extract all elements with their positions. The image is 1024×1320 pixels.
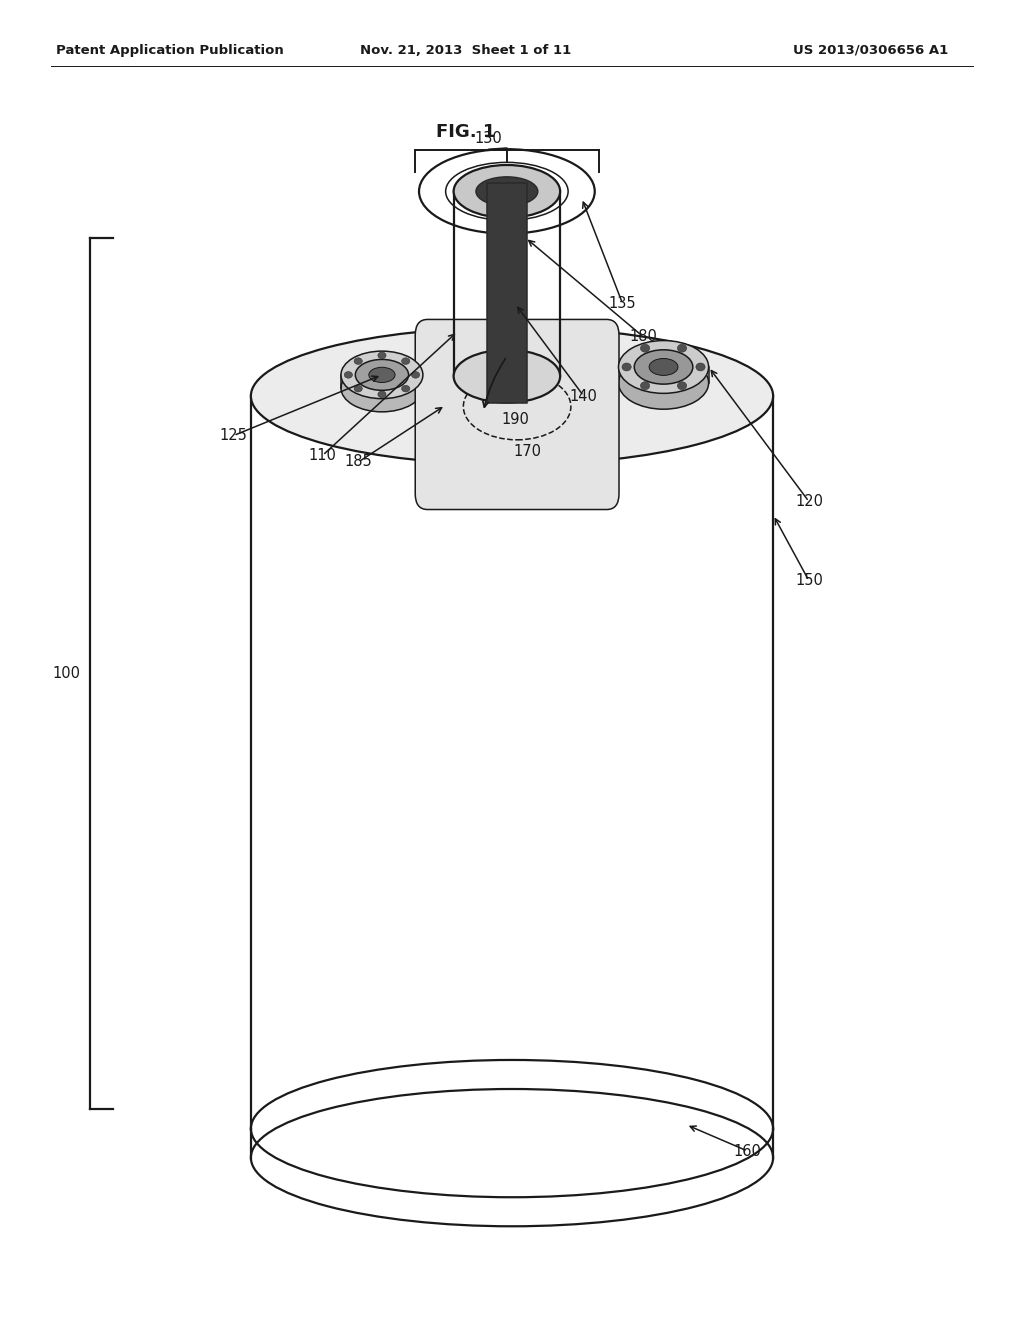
FancyBboxPatch shape: [416, 319, 618, 510]
Text: 125: 125: [219, 428, 248, 444]
Ellipse shape: [401, 385, 410, 392]
Ellipse shape: [640, 345, 649, 352]
Ellipse shape: [354, 385, 362, 392]
Ellipse shape: [622, 363, 631, 371]
Ellipse shape: [618, 341, 709, 393]
Text: US 2013/0306656 A1: US 2013/0306656 A1: [793, 44, 948, 57]
Text: 110: 110: [308, 447, 337, 463]
Text: 185: 185: [344, 454, 373, 470]
Ellipse shape: [369, 367, 395, 383]
Ellipse shape: [476, 177, 538, 206]
Ellipse shape: [454, 350, 560, 403]
Ellipse shape: [378, 391, 386, 397]
Text: 130: 130: [474, 131, 503, 147]
Text: Nov. 21, 2013  Sheet 1 of 11: Nov. 21, 2013 Sheet 1 of 11: [360, 44, 571, 57]
Ellipse shape: [618, 356, 709, 409]
Ellipse shape: [344, 372, 352, 378]
Ellipse shape: [355, 359, 409, 391]
Text: FIG. 1: FIG. 1: [436, 123, 496, 141]
Ellipse shape: [354, 358, 362, 364]
Text: 135: 135: [609, 296, 636, 312]
Text: 100: 100: [52, 665, 81, 681]
Ellipse shape: [696, 363, 706, 371]
Text: 120: 120: [795, 494, 823, 510]
Ellipse shape: [634, 350, 693, 384]
Text: 160: 160: [733, 1143, 762, 1159]
Ellipse shape: [454, 165, 560, 218]
Text: Patent Application Publication: Patent Application Publication: [56, 44, 284, 57]
Ellipse shape: [640, 381, 649, 389]
Ellipse shape: [401, 358, 410, 364]
Ellipse shape: [251, 327, 773, 465]
Ellipse shape: [678, 345, 687, 352]
Text: 180: 180: [629, 329, 657, 345]
Ellipse shape: [378, 352, 386, 359]
Ellipse shape: [649, 359, 678, 375]
Polygon shape: [486, 183, 527, 403]
Ellipse shape: [341, 351, 423, 399]
Ellipse shape: [412, 372, 420, 378]
Text: 140: 140: [569, 388, 598, 404]
Text: 150: 150: [795, 573, 823, 589]
Text: 190: 190: [501, 412, 529, 428]
Ellipse shape: [678, 381, 687, 389]
Ellipse shape: [341, 364, 423, 412]
Text: 170: 170: [513, 444, 542, 459]
